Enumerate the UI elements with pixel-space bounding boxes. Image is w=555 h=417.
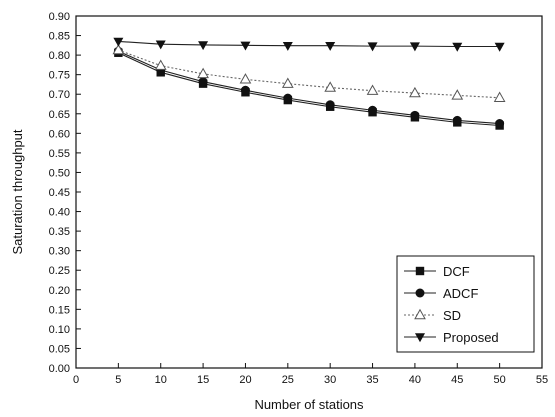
y-tick-label: 0.10	[49, 324, 70, 336]
data-point-adcf	[410, 110, 420, 120]
data-point-proposed	[240, 41, 251, 51]
x-tick-label: 10	[155, 374, 167, 386]
data-point-proposed	[113, 37, 124, 47]
y-tick-label: 0.60	[49, 128, 70, 140]
x-tick-label: 40	[409, 374, 421, 386]
legend-label-sd: SD	[443, 308, 461, 323]
data-point-sd	[366, 84, 379, 95]
data-point-adcf	[198, 77, 208, 87]
x-tick-label: 15	[197, 374, 209, 386]
y-tick-label: 0.80	[49, 50, 70, 62]
y-tick-label: 0.55	[49, 148, 70, 160]
y-tick-label: 0.85	[49, 31, 70, 43]
legend: DCF ADCF SD Proposed	[396, 255, 535, 353]
x-tick-label: 35	[366, 374, 378, 386]
y-tick-label: 0.15	[49, 304, 70, 316]
data-point-proposed	[409, 42, 420, 52]
data-point-sd	[281, 77, 294, 88]
series-layer	[112, 37, 506, 130]
data-point-sd	[324, 81, 337, 92]
data-point-proposed	[198, 41, 209, 51]
y-tick-label: 0.50	[49, 167, 70, 179]
data-point-adcf	[325, 100, 335, 110]
series-line-adcf	[118, 50, 500, 125]
data-point-sd	[409, 86, 421, 98]
legend-label-adcf: ADCF	[443, 286, 478, 301]
x-tick-label: 55	[536, 374, 548, 386]
series-proposed	[113, 37, 505, 52]
series-dcf	[114, 48, 504, 130]
legend-marker-dcf	[415, 266, 425, 276]
data-point-adcf	[495, 119, 505, 129]
legend-marker-proposed	[415, 333, 425, 343]
y-tick-label: 0.45	[49, 187, 70, 199]
x-tick-label: 20	[239, 374, 251, 386]
data-point-adcf	[283, 93, 293, 103]
legend-marker-sd	[414, 308, 426, 320]
series-sd	[112, 43, 506, 102]
y-tick-label: 0.90	[49, 11, 70, 23]
x-tick-label: 5	[115, 374, 121, 386]
series-line-dcf	[118, 52, 500, 127]
data-point-sd	[197, 67, 209, 79]
data-point-adcf	[368, 105, 378, 115]
legend-label-proposed: Proposed	[443, 330, 499, 345]
y-tick-label: 0.65	[49, 109, 70, 121]
data-point-sd	[239, 73, 252, 84]
x-tick-label: 25	[282, 374, 294, 386]
x-tick-label: 30	[324, 374, 336, 386]
legend-label-dcf: DCF	[443, 264, 470, 279]
y-axis-ticks: 0.00 0.05 0.10 0.15 0.20 0.25 0.30 0.35 0.40 0.45…	[49, 11, 81, 375]
y-tick-label: 0.00	[49, 363, 70, 375]
data-point-proposed	[325, 42, 336, 51]
data-point-proposed	[494, 42, 505, 52]
data-point-proposed	[282, 42, 293, 51]
x-tick-label: 0	[73, 374, 79, 386]
data-point-proposed	[155, 40, 166, 50]
data-point-proposed	[367, 42, 378, 52]
plot-frame	[75, 15, 543, 369]
series-line-proposed	[118, 40, 500, 48]
data-point-sd	[493, 91, 506, 102]
x-tick-label: 50	[494, 374, 506, 386]
y-axis-title: Saturation throughput	[10, 129, 25, 254]
data-point-adcf	[452, 115, 462, 125]
y-tick-label: 0.20	[49, 285, 70, 297]
data-point-proposed	[452, 42, 463, 52]
data-point-sd	[112, 43, 125, 55]
data-point-sd	[451, 89, 464, 100]
y-tick-label: 0.35	[49, 226, 70, 238]
y-tick-label: 0.40	[49, 207, 70, 219]
y-tick-label: 0.30	[49, 246, 70, 258]
legend-marker-adcf	[415, 288, 425, 298]
data-point-sd	[154, 59, 167, 70]
y-tick-label: 0.70	[49, 89, 70, 101]
x-axis-ticks: 0 5 10 15 20 25 30 35 40 45 50 55	[73, 363, 548, 386]
y-tick-label: 0.75	[49, 70, 70, 82]
data-point-adcf	[240, 85, 250, 95]
y-tick-label: 0.25	[49, 265, 70, 277]
x-axis-title: Number of stations	[254, 397, 364, 412]
x-tick-label: 45	[451, 374, 463, 386]
y-tick-label: 0.05	[49, 343, 70, 355]
series-adcf	[113, 46, 505, 129]
